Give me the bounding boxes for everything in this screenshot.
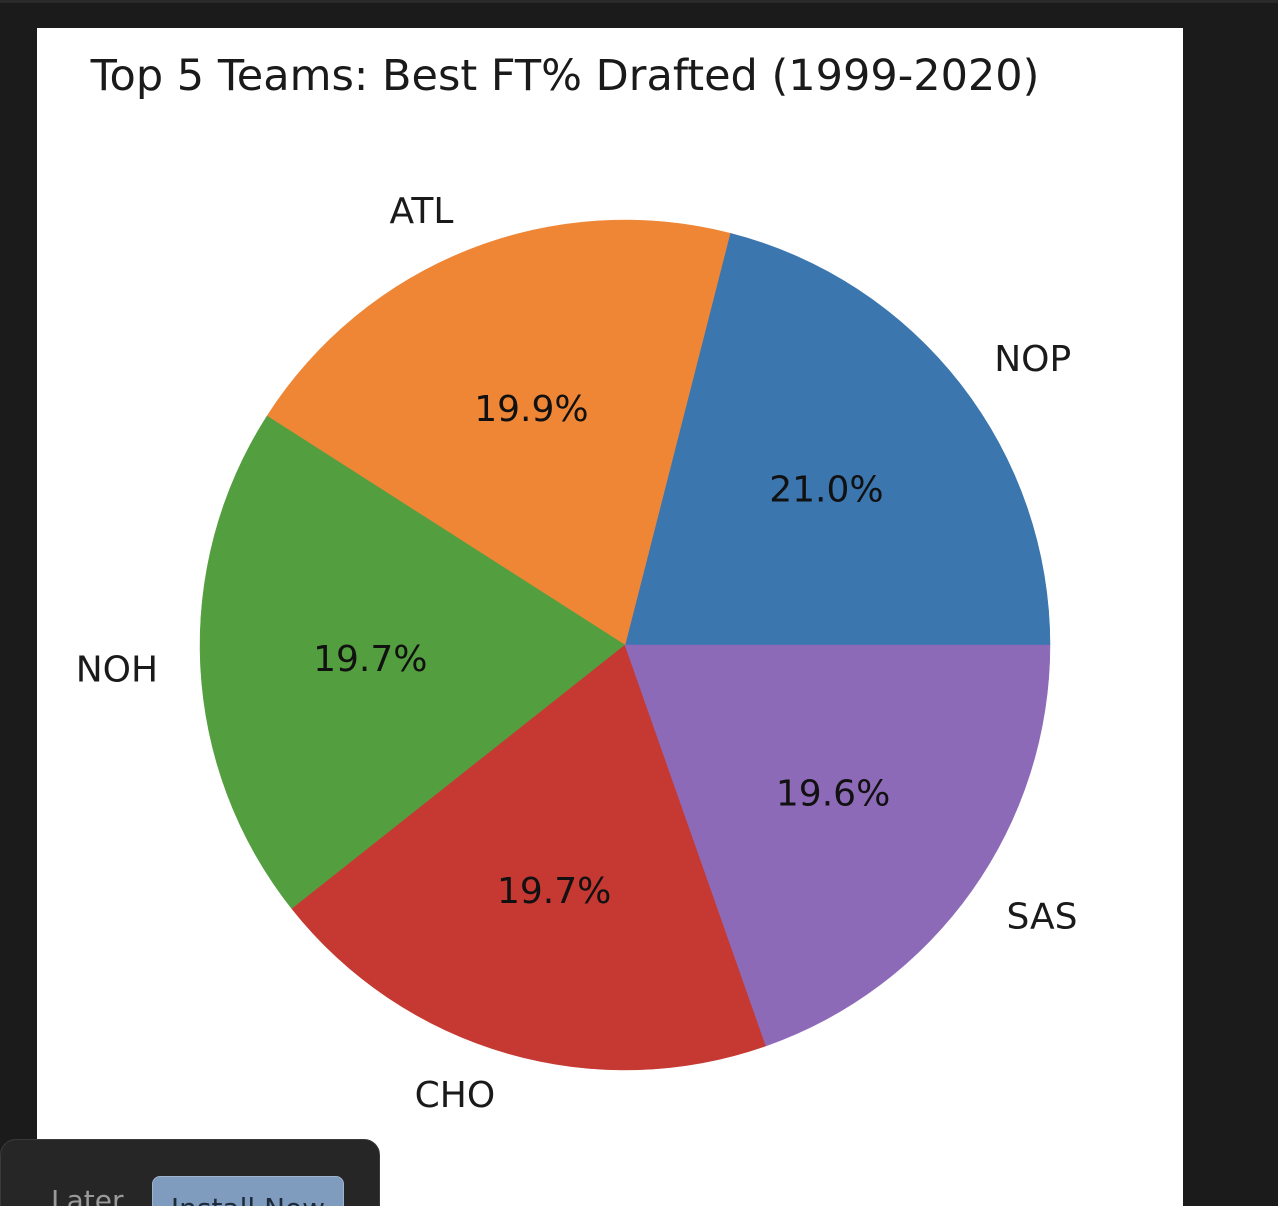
pie-slice-sas [624, 644, 1051, 1047]
pie-slice-noh [199, 415, 626, 910]
pct-label-cho: 19.7% [497, 871, 611, 912]
chart-title: Top 5 Teams: Best FT% Drafted (1999-2020… [90, 51, 1040, 101]
pie-slice-nop [624, 232, 1051, 646]
category-label-noh: NOH [76, 650, 158, 691]
later-button[interactable]: Later [51, 1184, 123, 1206]
pie-slice-cho [291, 644, 767, 1071]
top-border [0, 0, 1278, 3]
pct-label-nop: 21.0% [769, 470, 883, 511]
category-label-cho: CHO [415, 1075, 496, 1116]
category-label-sas: SAS [1007, 896, 1078, 937]
install-now-button[interactable]: Install Now [152, 1176, 344, 1206]
pct-label-sas: 19.6% [776, 773, 890, 814]
pie-slices [199, 219, 1051, 1071]
category-label-atl: ATL [390, 191, 454, 232]
pct-label-atl: 19.9% [474, 389, 588, 430]
update-toast: Later Install Now [0, 1139, 380, 1206]
pie-chart: Top 5 Teams: Best FT% Drafted (1999-2020… [76, 51, 1078, 1116]
pct-label-noh: 19.7% [313, 639, 427, 680]
category-label-nop: NOP [994, 339, 1071, 380]
pie-labels: NOP 21.0% ATL 19.9% NOH 19.7% CHO 19.7% SAS 19.6% [76, 191, 1078, 1116]
pie-slice-atl [266, 219, 731, 646]
chart-figure: Top 5 Teams: Best FT% Drafted (1999-2020… [37, 28, 1183, 1206]
